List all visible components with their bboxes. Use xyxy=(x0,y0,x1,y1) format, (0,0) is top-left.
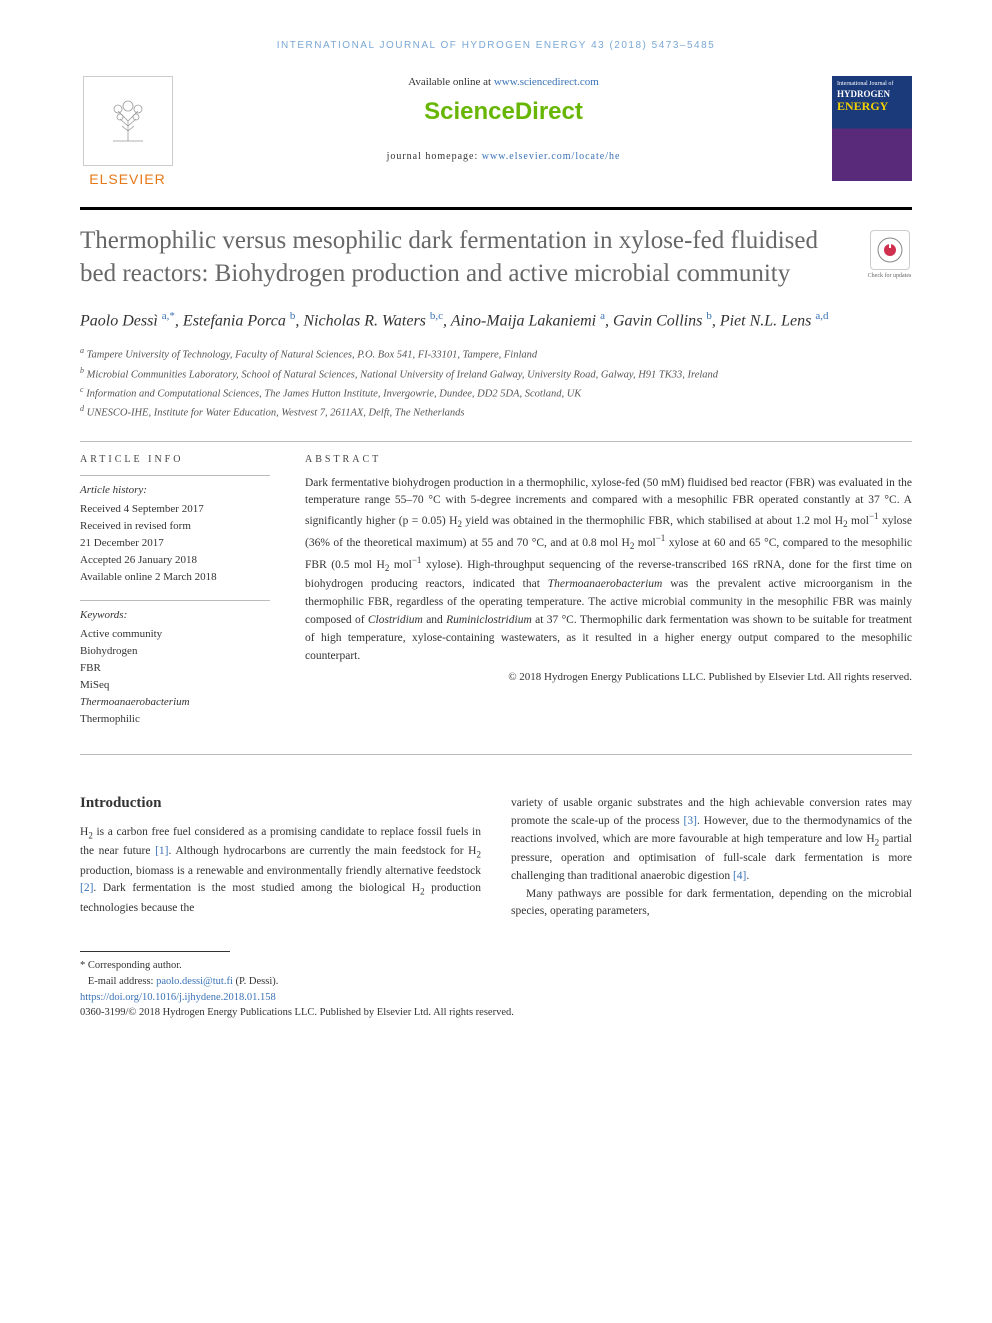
copyright-line: © 2018 Hydrogen Energy Publications LLC.… xyxy=(305,671,912,683)
sciencedirect-brand: ScienceDirect xyxy=(195,98,812,126)
title-rule xyxy=(80,207,912,210)
history-line: Available online 2 March 2018 xyxy=(80,569,270,586)
crossmark-icon xyxy=(870,230,910,270)
keyword: Active community xyxy=(80,626,270,643)
body-column-left: Introduction H2 is a carbon free fuel co… xyxy=(80,795,481,921)
abstract-column: ABSTRACT Dark fermentative biohydrogen p… xyxy=(305,454,912,743)
history-heading: Article history: xyxy=(80,482,270,499)
affiliation-line: c Information and Computational Sciences… xyxy=(80,384,912,403)
footnotes: * Corresponding author. E-mail address: … xyxy=(80,958,912,1021)
cover-hydrogen: HYDROGEN xyxy=(837,89,907,99)
intro-text-right-p1: variety of usable organic substrates and… xyxy=(511,795,912,885)
keyword: FBR xyxy=(80,660,270,677)
homepage-prefix: journal homepage: xyxy=(387,151,482,162)
keywords-heading: Keywords: xyxy=(80,607,270,624)
intro-text-right-p2: Many pathways are possible for dark ferm… xyxy=(511,886,912,922)
email-label: E-mail address: xyxy=(88,976,156,987)
journal-homepage: journal homepage: www.elsevier.com/locat… xyxy=(195,151,812,162)
affiliation-line: d UNESCO-IHE, Institute for Water Educat… xyxy=(80,403,912,422)
history-block: Article history: Received 4 September 20… xyxy=(80,475,270,586)
history-line: Received 4 September 2017 xyxy=(80,501,270,518)
abstract-label: ABSTRACT xyxy=(305,454,912,465)
cover-energy: ENERGY xyxy=(837,99,907,114)
sciencedirect-url[interactable]: www.sciencedirect.com xyxy=(494,76,599,88)
intro-text-left: H2 is a carbon free fuel considered as a… xyxy=(80,824,481,917)
check-updates-badge[interactable]: Check for updates xyxy=(867,225,912,279)
cover-small-text: International Journal of xyxy=(837,81,907,87)
running-head: INTERNATIONAL JOURNAL OF HYDROGEN ENERGY… xyxy=(80,40,912,51)
center-header: Available online at www.sciencedirect.co… xyxy=(175,76,832,162)
author-list: Paolo Dessì a,*, Estefania Porca b, Nich… xyxy=(80,308,912,333)
elsevier-tree-logo xyxy=(83,76,173,166)
keyword: Thermoanaerobacterium xyxy=(80,694,270,711)
history-line: Received in revised form xyxy=(80,518,270,535)
body-column-right: variety of usable organic substrates and… xyxy=(511,795,912,921)
keyword: MiSeq xyxy=(80,677,270,694)
corresponding-author-note: * Corresponding author. xyxy=(80,958,912,974)
info-abs-bottom-rule xyxy=(80,754,912,755)
affiliation-line: b Microbial Communities Laboratory, Scho… xyxy=(80,365,912,384)
email-suffix: (P. Dessì). xyxy=(233,976,279,987)
history-line: 21 December 2017 xyxy=(80,535,270,552)
introduction-heading: Introduction xyxy=(80,795,481,812)
title-row: Thermophilic versus mesophilic dark ferm… xyxy=(80,225,912,290)
journal-cover-thumb: International Journal of HYDROGEN ENERGY xyxy=(832,76,912,181)
keywords-block: Keywords: Active communityBiohydrogenFBR… xyxy=(80,600,270,728)
footnote-rule xyxy=(80,951,230,952)
issn-copyright-line: 0360-3199/© 2018 Hydrogen Energy Publica… xyxy=(80,1005,912,1021)
available-prefix: Available online at xyxy=(408,76,494,88)
body-columns: Introduction H2 is a carbon free fuel co… xyxy=(80,795,912,921)
info-abstract-row: ARTICLE INFO Article history: Received 4… xyxy=(80,454,912,743)
keyword: Thermophilic xyxy=(80,711,270,728)
email-line: E-mail address: paolo.dessi@tut.fi (P. D… xyxy=(80,974,912,990)
homepage-link[interactable]: www.elsevier.com/locate/he xyxy=(482,151,621,162)
info-abs-top-rule xyxy=(80,441,912,442)
available-online: Available online at www.sciencedirect.co… xyxy=(195,76,812,88)
elsevier-block: ELSEVIER xyxy=(80,76,175,187)
elsevier-name: ELSEVIER xyxy=(80,171,175,187)
publisher-header: ELSEVIER Available online at www.science… xyxy=(80,76,912,187)
history-line: Accepted 26 January 2018 xyxy=(80,552,270,569)
abstract-text: Dark fermentative biohydrogen production… xyxy=(305,475,912,666)
article-info-column: ARTICLE INFO Article history: Received 4… xyxy=(80,454,270,743)
check-updates-label: Check for updates xyxy=(868,273,912,279)
affiliation-line: a Tampere University of Technology, Facu… xyxy=(80,345,912,364)
author-email-link[interactable]: paolo.dessi@tut.fi xyxy=(156,976,233,987)
keyword: Biohydrogen xyxy=(80,643,270,660)
article-info-label: ARTICLE INFO xyxy=(80,454,270,465)
doi-link[interactable]: https://doi.org/10.1016/j.ijhydene.2018.… xyxy=(80,992,276,1003)
article-title: Thermophilic versus mesophilic dark ferm… xyxy=(80,225,867,290)
affiliations: a Tampere University of Technology, Facu… xyxy=(80,345,912,422)
